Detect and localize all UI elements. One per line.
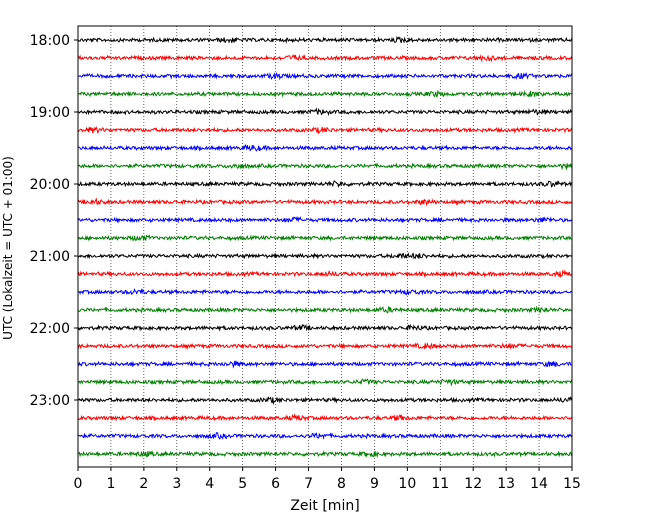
x-tick-label: 2 bbox=[139, 476, 148, 492]
seismogram-trace bbox=[77, 305, 573, 314]
seismogram-trace bbox=[77, 378, 573, 387]
seismogram-trace bbox=[77, 323, 573, 332]
seismogram-trace bbox=[77, 450, 572, 459]
seismogram-trace bbox=[77, 431, 573, 440]
seismogram-trace bbox=[77, 71, 573, 81]
seismogram-trace bbox=[77, 288, 573, 296]
x-tick-label: 1 bbox=[106, 476, 115, 492]
x-tick-label: 12 bbox=[464, 476, 482, 492]
plot-background bbox=[78, 26, 572, 467]
seismogram-trace bbox=[77, 359, 573, 369]
seismogram-trace bbox=[77, 269, 573, 279]
seismogram-trace bbox=[77, 395, 573, 405]
seismogram-trace bbox=[77, 35, 573, 44]
x-axis-label: Zeit [min] bbox=[290, 498, 359, 514]
seismogram-trace bbox=[77, 162, 573, 171]
seismogram-trace bbox=[77, 197, 573, 207]
seismogram-trace bbox=[77, 234, 573, 242]
seismogram-trace bbox=[77, 216, 573, 224]
seismogram-trace bbox=[77, 342, 573, 351]
y-tick-label: 20:00 bbox=[30, 177, 70, 193]
x-tick-label: 11 bbox=[431, 476, 449, 492]
x-tick-label: 14 bbox=[530, 476, 548, 492]
x-tick-label: 0 bbox=[74, 476, 83, 492]
y-axis-ticks: 18:00 19:00 20:00 21:00 22:00 23:00 bbox=[30, 33, 78, 409]
x-tick-label: 7 bbox=[304, 476, 313, 492]
y-tick-label: 23:00 bbox=[30, 393, 70, 409]
plot-frame bbox=[77, 25, 573, 468]
y-tick-label: 18:00 bbox=[30, 33, 70, 49]
seismogram-trace bbox=[77, 126, 573, 135]
x-tick-label: 10 bbox=[398, 476, 416, 492]
x-axis-ticks: 0 1 2 3 4 5 6 7 8 9 10 11 12 13 14 15 bbox=[74, 467, 581, 492]
x-tick-label: 15 bbox=[563, 476, 581, 492]
seismogram-trace bbox=[77, 413, 573, 422]
y-tick-label: 21:00 bbox=[30, 249, 70, 265]
x-tick-label: 4 bbox=[205, 476, 214, 492]
seismogram-trace bbox=[77, 180, 573, 189]
x-tick-label: 5 bbox=[238, 476, 247, 492]
seismogram-trace bbox=[77, 252, 573, 260]
seismogram-trace bbox=[77, 143, 573, 152]
y-axis-label: UTC (Lokalzeit = UTC + 01:00) bbox=[1, 156, 15, 340]
x-tick-label: 8 bbox=[337, 476, 346, 492]
x-tick-label: 9 bbox=[370, 476, 379, 492]
trace-group bbox=[77, 35, 573, 459]
x-tick-label: 6 bbox=[271, 476, 280, 492]
y-tick-label: 22:00 bbox=[30, 321, 70, 337]
y-tick-label: 19:00 bbox=[30, 105, 70, 121]
seismogram-trace bbox=[77, 89, 573, 98]
seismogram-trace bbox=[78, 107, 573, 116]
seismogram-trace bbox=[77, 53, 573, 63]
x-tick-label: 3 bbox=[172, 476, 181, 492]
x-tick-label: 13 bbox=[497, 476, 515, 492]
